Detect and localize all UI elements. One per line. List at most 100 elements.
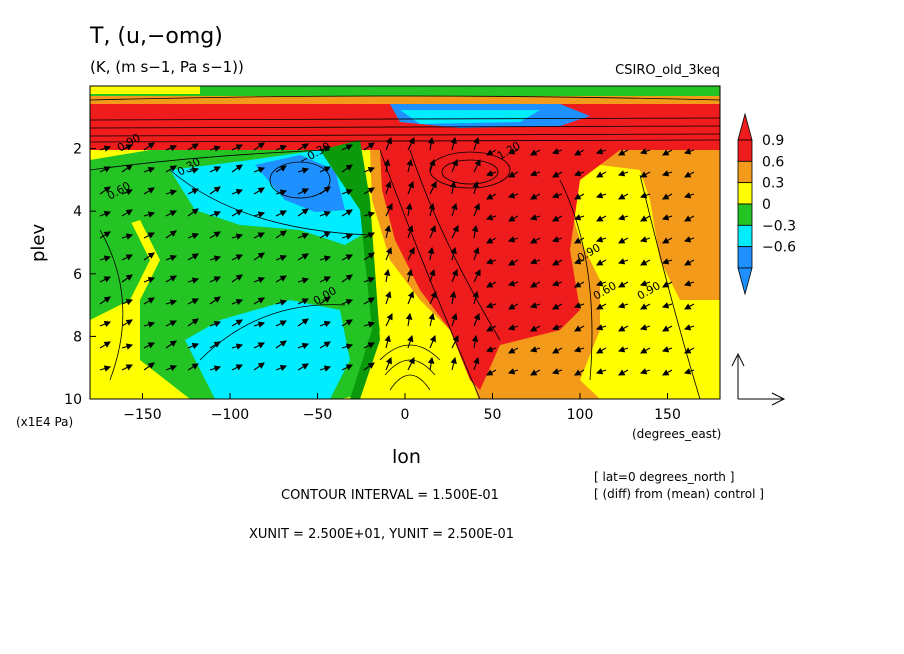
wind-vector — [573, 214, 585, 221]
wind-vector — [683, 324, 695, 331]
wind-vector — [231, 254, 243, 261]
wind-vector — [209, 231, 221, 239]
wind-vector — [617, 302, 629, 309]
wind-vector — [383, 268, 391, 283]
wind-vector — [297, 363, 309, 371]
wind-vector — [639, 324, 651, 331]
wind-vector — [551, 324, 563, 331]
wind-vector — [639, 192, 651, 199]
wind-vector — [428, 312, 435, 327]
colorbar-segment — [737, 203, 753, 226]
wind-vector — [661, 214, 673, 221]
wind-vector — [507, 236, 519, 243]
wind-vector — [121, 319, 133, 327]
wind-vector — [253, 232, 265, 239]
wind-vector — [574, 193, 585, 200]
colorbar-label: 0 — [762, 197, 771, 213]
wind-vector — [209, 341, 221, 349]
wind-vector — [684, 303, 695, 310]
wind-vector — [341, 144, 353, 151]
wind-vector — [385, 180, 392, 195]
wind-vector — [551, 368, 563, 375]
wind-vector — [275, 230, 287, 239]
wind-vector — [486, 369, 497, 376]
wind-vector — [405, 202, 413, 217]
x-tick-label: −150 — [123, 407, 161, 423]
wind-vector — [99, 231, 111, 239]
wind-vector — [231, 188, 244, 196]
wind-vector — [231, 164, 243, 173]
wind-vector — [618, 369, 629, 376]
wind-vector — [574, 281, 585, 288]
y-tick-label: 2 — [73, 142, 82, 158]
wind-vector — [275, 189, 288, 196]
wind-vector — [341, 319, 353, 327]
wind-vector — [508, 347, 519, 354]
wind-vector — [428, 202, 435, 217]
wind-vector — [319, 186, 331, 195]
y-tick-label: 10 — [64, 392, 82, 408]
wind-vector — [275, 165, 287, 173]
wind-vector — [187, 277, 200, 284]
wind-vector — [253, 362, 265, 371]
wind-vector — [253, 252, 265, 261]
wind-vector — [319, 166, 331, 173]
wind-vector — [253, 276, 266, 284]
wind-vector — [319, 296, 331, 305]
wind-vector — [231, 144, 243, 151]
wind-vector — [529, 302, 541, 309]
wind-vector — [143, 276, 156, 284]
wind-vector — [574, 369, 585, 376]
wind-vector — [451, 225, 459, 239]
wind-vector — [450, 246, 457, 261]
wind-vector — [253, 297, 265, 305]
wind-vector — [451, 335, 459, 349]
wind-vector — [363, 342, 375, 349]
wind-vector — [683, 148, 695, 155]
wind-vector — [449, 290, 457, 305]
wind-vector — [165, 340, 177, 349]
wind-vector — [341, 164, 353, 173]
wind-vector — [121, 164, 133, 173]
wind-vector — [472, 290, 479, 305]
wind-vector — [552, 171, 563, 178]
wind-vector — [319, 365, 332, 372]
wind-vector — [683, 236, 695, 243]
wind-vector — [143, 211, 156, 218]
wind-vector — [297, 277, 310, 284]
wind-vector — [429, 181, 437, 195]
wind-vector — [297, 298, 309, 305]
wind-vector — [231, 209, 243, 217]
wind-vector — [573, 170, 585, 177]
wind-vector — [451, 312, 458, 327]
wind-vector — [121, 188, 134, 196]
wind-vector — [662, 193, 673, 200]
wind-vector — [275, 254, 288, 262]
wind-vector — [209, 210, 222, 218]
wind-vector — [595, 280, 607, 287]
colorbar-cap-top — [737, 112, 753, 141]
wind-vector — [341, 233, 354, 240]
x-tick-label: 100 — [567, 407, 594, 423]
wind-vector — [662, 369, 673, 376]
wind-vector — [406, 158, 413, 173]
wind-vector — [275, 364, 288, 372]
wind-vector — [231, 364, 243, 371]
reference-vector — [731, 352, 786, 406]
wind-vector — [507, 368, 519, 375]
wind-vector — [187, 167, 200, 174]
wind-vector — [596, 303, 607, 310]
wind-vector — [485, 346, 497, 353]
wind-vector — [165, 230, 177, 239]
wind-vector — [551, 280, 563, 287]
wind-vector — [341, 364, 353, 371]
wind-vector — [451, 202, 458, 217]
latitude-note: [ lat=0 degrees_north ] — [594, 470, 735, 484]
wind-vector — [507, 148, 519, 155]
wind-vector — [407, 357, 415, 371]
wind-vector — [319, 231, 331, 239]
wind-vector — [486, 193, 497, 200]
wind-vector — [385, 203, 393, 217]
wind-vector — [429, 224, 436, 239]
wind-vector — [683, 368, 695, 375]
